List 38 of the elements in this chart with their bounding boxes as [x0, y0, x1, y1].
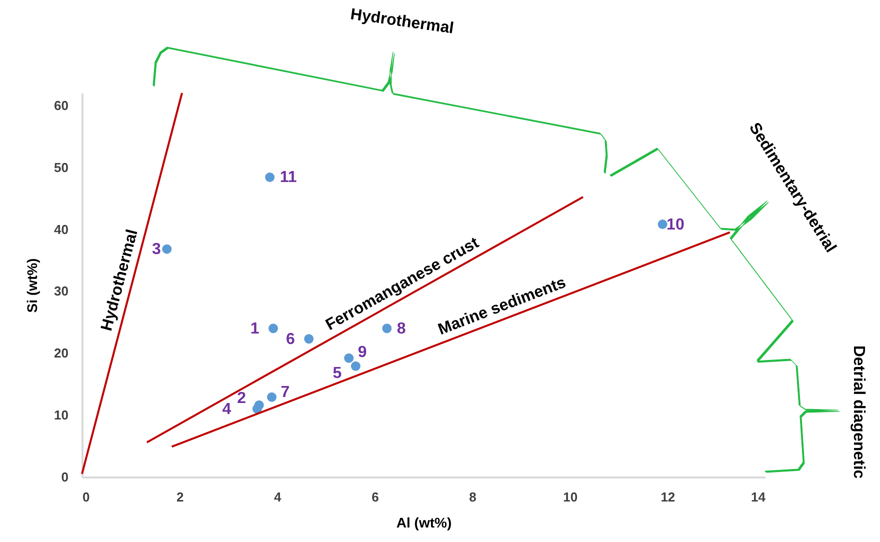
y-tick-label: 40 [54, 222, 68, 237]
point [265, 172, 275, 182]
y-axis-title: Si (wt%) [24, 258, 40, 313]
point [344, 353, 354, 363]
y-tick-label: 50 [54, 160, 68, 175]
annotation: 2 [237, 390, 246, 408]
annotation: 11 [280, 169, 297, 186]
x-tick-label: 0 [82, 490, 90, 504]
y-tick-label: 0 [61, 470, 68, 484]
x-tick-label: 8 [469, 490, 476, 504]
x-tick-label: 4 [274, 490, 282, 504]
x-tick-label: 10 [563, 490, 578, 504]
annotation: 5 [332, 365, 342, 382]
annotation: 4 [222, 400, 232, 418]
y-tick-label: 20 [54, 346, 68, 361]
point [252, 404, 262, 414]
y-tick-label: 30 [54, 284, 68, 299]
annotation: 9 [358, 344, 367, 362]
annotation: 6 [286, 330, 295, 348]
text: Detrial diagenetic [850, 345, 867, 479]
annotation: 1 [250, 320, 260, 338]
annotation: 10 [666, 216, 684, 234]
x-tick-label: 6 [372, 490, 379, 504]
point [350, 361, 360, 371]
y-tick-label: 60 [54, 98, 68, 113]
x-tick-label: 14 [751, 490, 766, 504]
x-tick-label: 12 [660, 490, 676, 504]
point [658, 220, 668, 230]
point [162, 244, 172, 254]
point [267, 392, 277, 402]
text: Hydrothermal [349, 6, 455, 38]
x-tick-label: 2 [176, 490, 184, 504]
annotation: 3 [152, 241, 161, 258]
point [268, 324, 278, 334]
x-axis-title: Al (wt%) [396, 514, 452, 530]
point [304, 334, 314, 344]
y-tick-label: 10 [54, 408, 68, 423]
annotation: 7 [280, 384, 290, 402]
